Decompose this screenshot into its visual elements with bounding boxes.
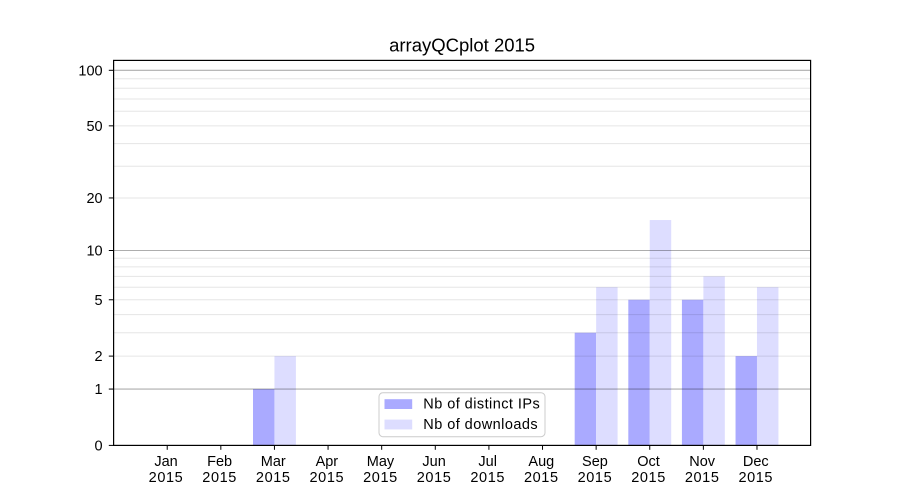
svg-text:Dec: Dec [743, 454, 769, 470]
svg-text:2015: 2015 [738, 470, 773, 486]
svg-text:2015: 2015 [202, 470, 237, 486]
svg-text:2015: 2015 [685, 470, 720, 486]
svg-text:1: 1 [95, 382, 103, 398]
svg-text:Nb of downloads: Nb of downloads [423, 417, 538, 433]
svg-text:5: 5 [95, 293, 103, 309]
svg-text:2015: 2015 [631, 470, 666, 486]
svg-text:Jul: Jul [478, 454, 497, 470]
svg-text:Jan: Jan [154, 454, 177, 470]
svg-text:2: 2 [95, 349, 103, 365]
svg-text:Jun: Jun [422, 454, 445, 470]
svg-text:Nb of distinct IPs: Nb of distinct IPs [423, 396, 540, 412]
svg-text:10: 10 [86, 244, 102, 260]
svg-text:2015: 2015 [524, 470, 559, 486]
svg-text:Mar: Mar [261, 454, 286, 470]
svg-text:arrayQCplot 2015: arrayQCplot 2015 [389, 34, 535, 55]
svg-text:May: May [367, 454, 395, 470]
svg-text:50: 50 [86, 119, 102, 135]
svg-text:2015: 2015 [470, 470, 505, 486]
svg-text:2015: 2015 [256, 470, 291, 486]
svg-text:20: 20 [86, 191, 102, 207]
svg-text:2015: 2015 [149, 470, 184, 486]
svg-text:Apr: Apr [316, 454, 339, 470]
svg-text:0: 0 [95, 438, 103, 454]
svg-text:2015: 2015 [578, 470, 613, 486]
svg-text:Aug: Aug [528, 454, 554, 470]
svg-text:2015: 2015 [310, 470, 345, 486]
svg-text:Oct: Oct [637, 454, 660, 470]
svg-text:2015: 2015 [417, 470, 452, 486]
svg-text:2015: 2015 [363, 470, 398, 486]
svg-text:Sep: Sep [582, 454, 608, 470]
svg-text:100: 100 [78, 63, 102, 79]
svg-text:Feb: Feb [207, 454, 232, 470]
svg-text:Nov: Nov [689, 454, 716, 470]
